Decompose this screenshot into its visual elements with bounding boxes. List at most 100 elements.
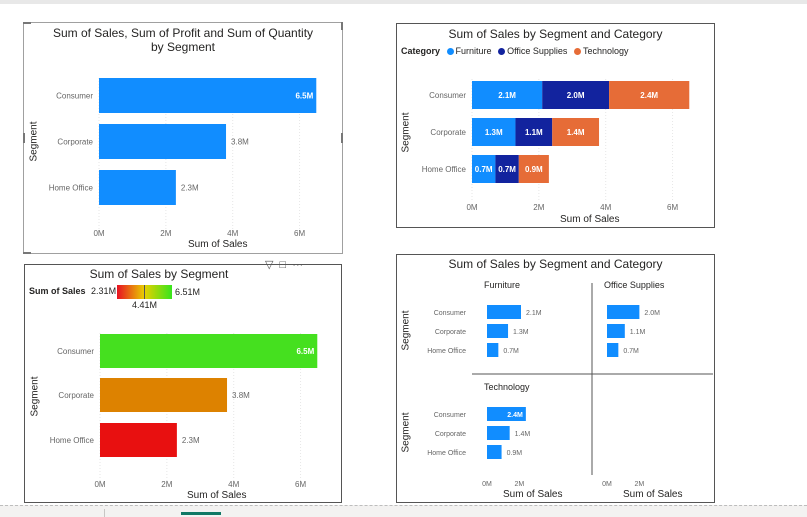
category-label-consumer: Consumer xyxy=(434,310,467,317)
data-label-consumer: 6.5M xyxy=(296,347,314,356)
resize-handle-bottom-left[interactable] xyxy=(23,252,31,254)
bar-home-office-office-supplies xyxy=(495,155,519,183)
tab-separator xyxy=(104,509,105,517)
bar-consumer-technology xyxy=(609,81,690,109)
legend-item-technology[interactable]: Technology xyxy=(582,46,629,56)
legend-item-office-supplies[interactable]: Office Supplies xyxy=(507,46,568,56)
x-tick-label: 6M xyxy=(295,480,306,489)
bar-home-office xyxy=(99,170,176,205)
data-label-corporate: 3.8M xyxy=(231,138,249,147)
chart3-plot: 0M 2M 4M 6M Consumer 6.5M Corporate 3.8M Home Of… xyxy=(50,333,318,489)
resize-handle-right-mid[interactable] xyxy=(341,133,343,143)
focus-mode-icon[interactable]: □ xyxy=(279,259,287,271)
chart1-plot: 0M 2M 4M 6M Consumer 6.5M Corporate 3.8M Home Of… xyxy=(49,78,317,238)
x-tick-label: 2M xyxy=(160,229,171,238)
chart2-title: Sum of Sales by Segment and Category xyxy=(448,27,663,41)
data-label-home-office-technology: 0.9M xyxy=(525,165,543,174)
report-page-tabs-strip xyxy=(0,505,807,517)
chart2-plot: 0M 2M 4M 6M Consumer 2.1M 2.0M 2.4M Corporate 1.3… xyxy=(422,79,690,212)
bar-consumer xyxy=(100,334,318,368)
category-label-corporate: Corporate xyxy=(57,138,93,147)
data-label-consumer-technology: 2.4M xyxy=(640,91,658,100)
data-label-consumer-office-supplies: 2.0M xyxy=(567,91,585,100)
chart1-title: Sum of Sales, Sum of Profit and Sum of Q… xyxy=(52,26,314,54)
chart2-y-axis-title: Segment xyxy=(400,112,412,153)
resize-handle-left-mid[interactable] xyxy=(23,133,25,143)
data-label-office-supplies-home-office: 0.7M xyxy=(623,348,639,355)
bar-consumer-furniture xyxy=(472,81,543,109)
chart-sales-small-multiples[interactable]: Sum of Sales by Segment and Category Fur… xyxy=(396,254,715,503)
chart3-title: Sum of Sales by Segment xyxy=(89,267,229,281)
category-label-home-office: Home Office xyxy=(427,450,466,457)
bar-home-office xyxy=(100,423,177,457)
category-label-consumer: Consumer xyxy=(57,347,94,356)
chart3-legend-min: 2.31M xyxy=(91,286,117,296)
data-label-furniture-consumer: 2.1M xyxy=(526,310,542,317)
technology-dot-icon xyxy=(573,48,581,55)
category-label-home-office: Home Office xyxy=(422,165,467,174)
data-label-home-office-furniture: 0.7M xyxy=(475,165,493,174)
category-label-consumer: Consumer xyxy=(429,91,466,100)
data-label-consumer-furniture: 2.1M xyxy=(498,91,516,100)
chart2-legend: Category Furniture Office Supplies Techn… xyxy=(401,46,629,56)
report-top-strip xyxy=(0,0,807,4)
chart3-x-axis-title: Sum of Sales xyxy=(187,490,247,501)
bar-furniture-corporate xyxy=(487,324,509,338)
x-tick-label: 0M xyxy=(466,203,477,212)
x-tick-label: 4M xyxy=(600,203,611,212)
x-tick-label: 0M xyxy=(93,229,104,238)
x-tick-label: 4M xyxy=(227,229,238,238)
category-label-consumer: Consumer xyxy=(434,412,467,419)
data-label-home-office: 2.3M xyxy=(182,436,200,445)
data-label-office-supplies-corporate: 1.1M xyxy=(630,329,646,336)
category-label-home-office: Home Office xyxy=(49,184,94,193)
gradient-mid-marker xyxy=(144,285,145,299)
chart3-legend-title: Sum of Sales xyxy=(29,286,86,296)
bar-home-office-technology xyxy=(518,155,549,183)
bar-corporate-technology xyxy=(552,118,600,146)
category-label-corporate: Corporate xyxy=(435,329,466,336)
chart4-x-axis-title-left: Sum of Sales xyxy=(503,489,563,500)
data-label-office-supplies-consumer: 2.0M xyxy=(644,310,660,317)
x-tick-label: 6M xyxy=(667,203,678,212)
category-label-corporate: Corporate xyxy=(430,128,466,137)
chart4-plot: Consumer Corporate Home Office 2.1M 1.3M 0.7M… xyxy=(427,283,713,488)
chart4-title: Sum of Sales by Segment and Category xyxy=(448,257,663,271)
x-tick-label: 4M xyxy=(228,480,239,489)
legend-item-furniture[interactable]: Furniture xyxy=(455,46,492,56)
data-label-consumer: 6.5M xyxy=(295,92,313,101)
chart-sales-by-segment-gradient[interactable]: Sum of Sales by Segment ▽ □ ⋯ Sum of Sal… xyxy=(24,259,342,503)
chart3-legend-mid: 4.41M xyxy=(132,300,158,310)
resize-handle-top-right[interactable] xyxy=(341,22,343,30)
office-supplies-dot-icon xyxy=(498,48,506,55)
bar-consumer xyxy=(99,78,317,113)
chart1-y-axis-title: Segment xyxy=(28,121,40,162)
chart4-x-axis-title-right: Sum of Sales xyxy=(623,489,683,500)
chart4-y-axis-title-bottom: Segment xyxy=(400,412,412,453)
data-label-technology-home-office: 0.9M xyxy=(507,450,523,457)
bar-office-supplies-consumer xyxy=(607,305,640,319)
chart1-x-axis-title: Sum of Sales xyxy=(188,239,248,250)
chart2-x-axis-title: Sum of Sales xyxy=(560,214,620,225)
active-page-tab-indicator[interactable] xyxy=(181,512,221,515)
data-label-home-office: 2.3M xyxy=(181,184,199,193)
filter-icon[interactable]: ▽ xyxy=(265,259,274,271)
chart-sales-profit-quantity[interactable]: Sum of Sales, Sum of Profit and Sum of Q… xyxy=(23,22,343,254)
bar-corporate-furniture xyxy=(472,118,516,146)
gradient-bar xyxy=(117,285,172,299)
data-label-corporate: 3.8M xyxy=(232,391,250,400)
x-tick-label: 2M xyxy=(533,203,544,212)
x-tick-label: 2M xyxy=(635,481,645,488)
more-options-icon[interactable]: ⋯ xyxy=(292,259,304,271)
chart4-y-axis-title-top: Segment xyxy=(400,310,412,351)
bar-consumer-office-supplies xyxy=(542,81,610,109)
data-label-corporate-furniture: 1.3M xyxy=(485,128,503,137)
category-label-consumer: Consumer xyxy=(56,92,93,101)
resize-handle-top-left[interactable] xyxy=(23,22,31,24)
category-label-corporate: Corporate xyxy=(58,391,94,400)
chart-sales-by-segment-category-stacked[interactable]: Sum of Sales by Segment and Category Cat… xyxy=(396,23,715,228)
visual-header-icons: ▽ □ ⋯ xyxy=(265,258,303,271)
data-label-technology-corporate: 1.4M xyxy=(515,431,531,438)
panel-title-technology: Technology xyxy=(484,382,530,392)
chart3-y-axis-title: Segment xyxy=(29,376,41,417)
